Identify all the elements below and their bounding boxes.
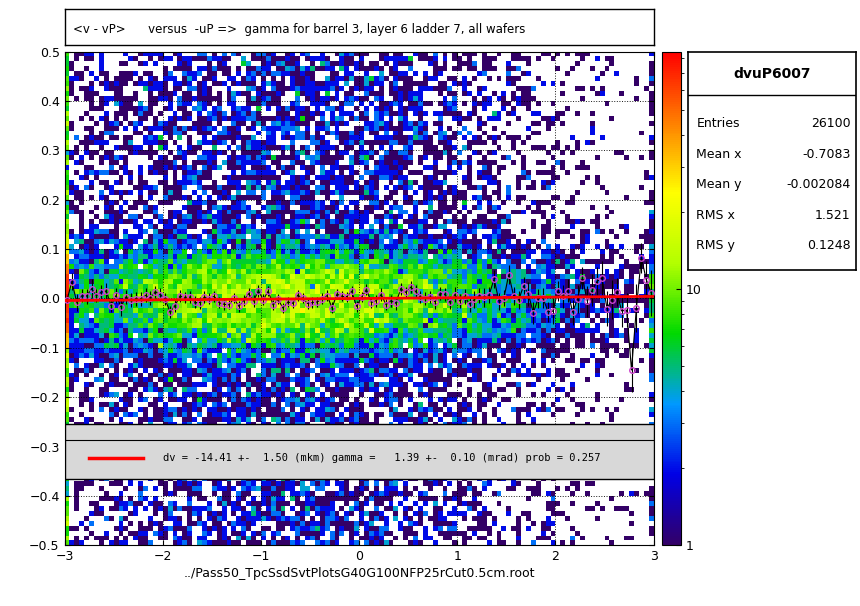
- Text: RMS x: RMS x: [697, 208, 735, 222]
- Bar: [64, 424, 654, 479]
- Text: -0.7083: -0.7083: [802, 147, 851, 161]
- Text: dv = -14.41 +-  1.50 (mkm) gamma =   1.39 +-  0.10 (mrad) prob = 0.257: dv = -14.41 +- 1.50 (mkm) gamma = 1.39 +…: [163, 453, 600, 463]
- Text: 0.1248: 0.1248: [807, 239, 851, 252]
- Text: dvuP6007: dvuP6007: [733, 67, 811, 81]
- Text: RMS y: RMS y: [697, 239, 735, 252]
- Text: Mean y: Mean y: [697, 178, 742, 191]
- X-axis label: ../Pass50_TpcSsdSvtPlotsG40G100NFP25rCut0.5cm.root: ../Pass50_TpcSsdSvtPlotsG40G100NFP25rCut…: [183, 567, 535, 581]
- Text: Entries: Entries: [697, 117, 740, 130]
- Text: 26100: 26100: [811, 117, 851, 130]
- Text: -0.002084: -0.002084: [786, 178, 851, 191]
- Text: <v - vP>      versus  -uP =>  gamma for barrel 3, layer 6 ladder 7, all wafers: <v - vP> versus -uP => gamma for barrel …: [73, 22, 525, 36]
- Text: 1.521: 1.521: [815, 208, 851, 222]
- Text: Mean x: Mean x: [697, 147, 742, 161]
